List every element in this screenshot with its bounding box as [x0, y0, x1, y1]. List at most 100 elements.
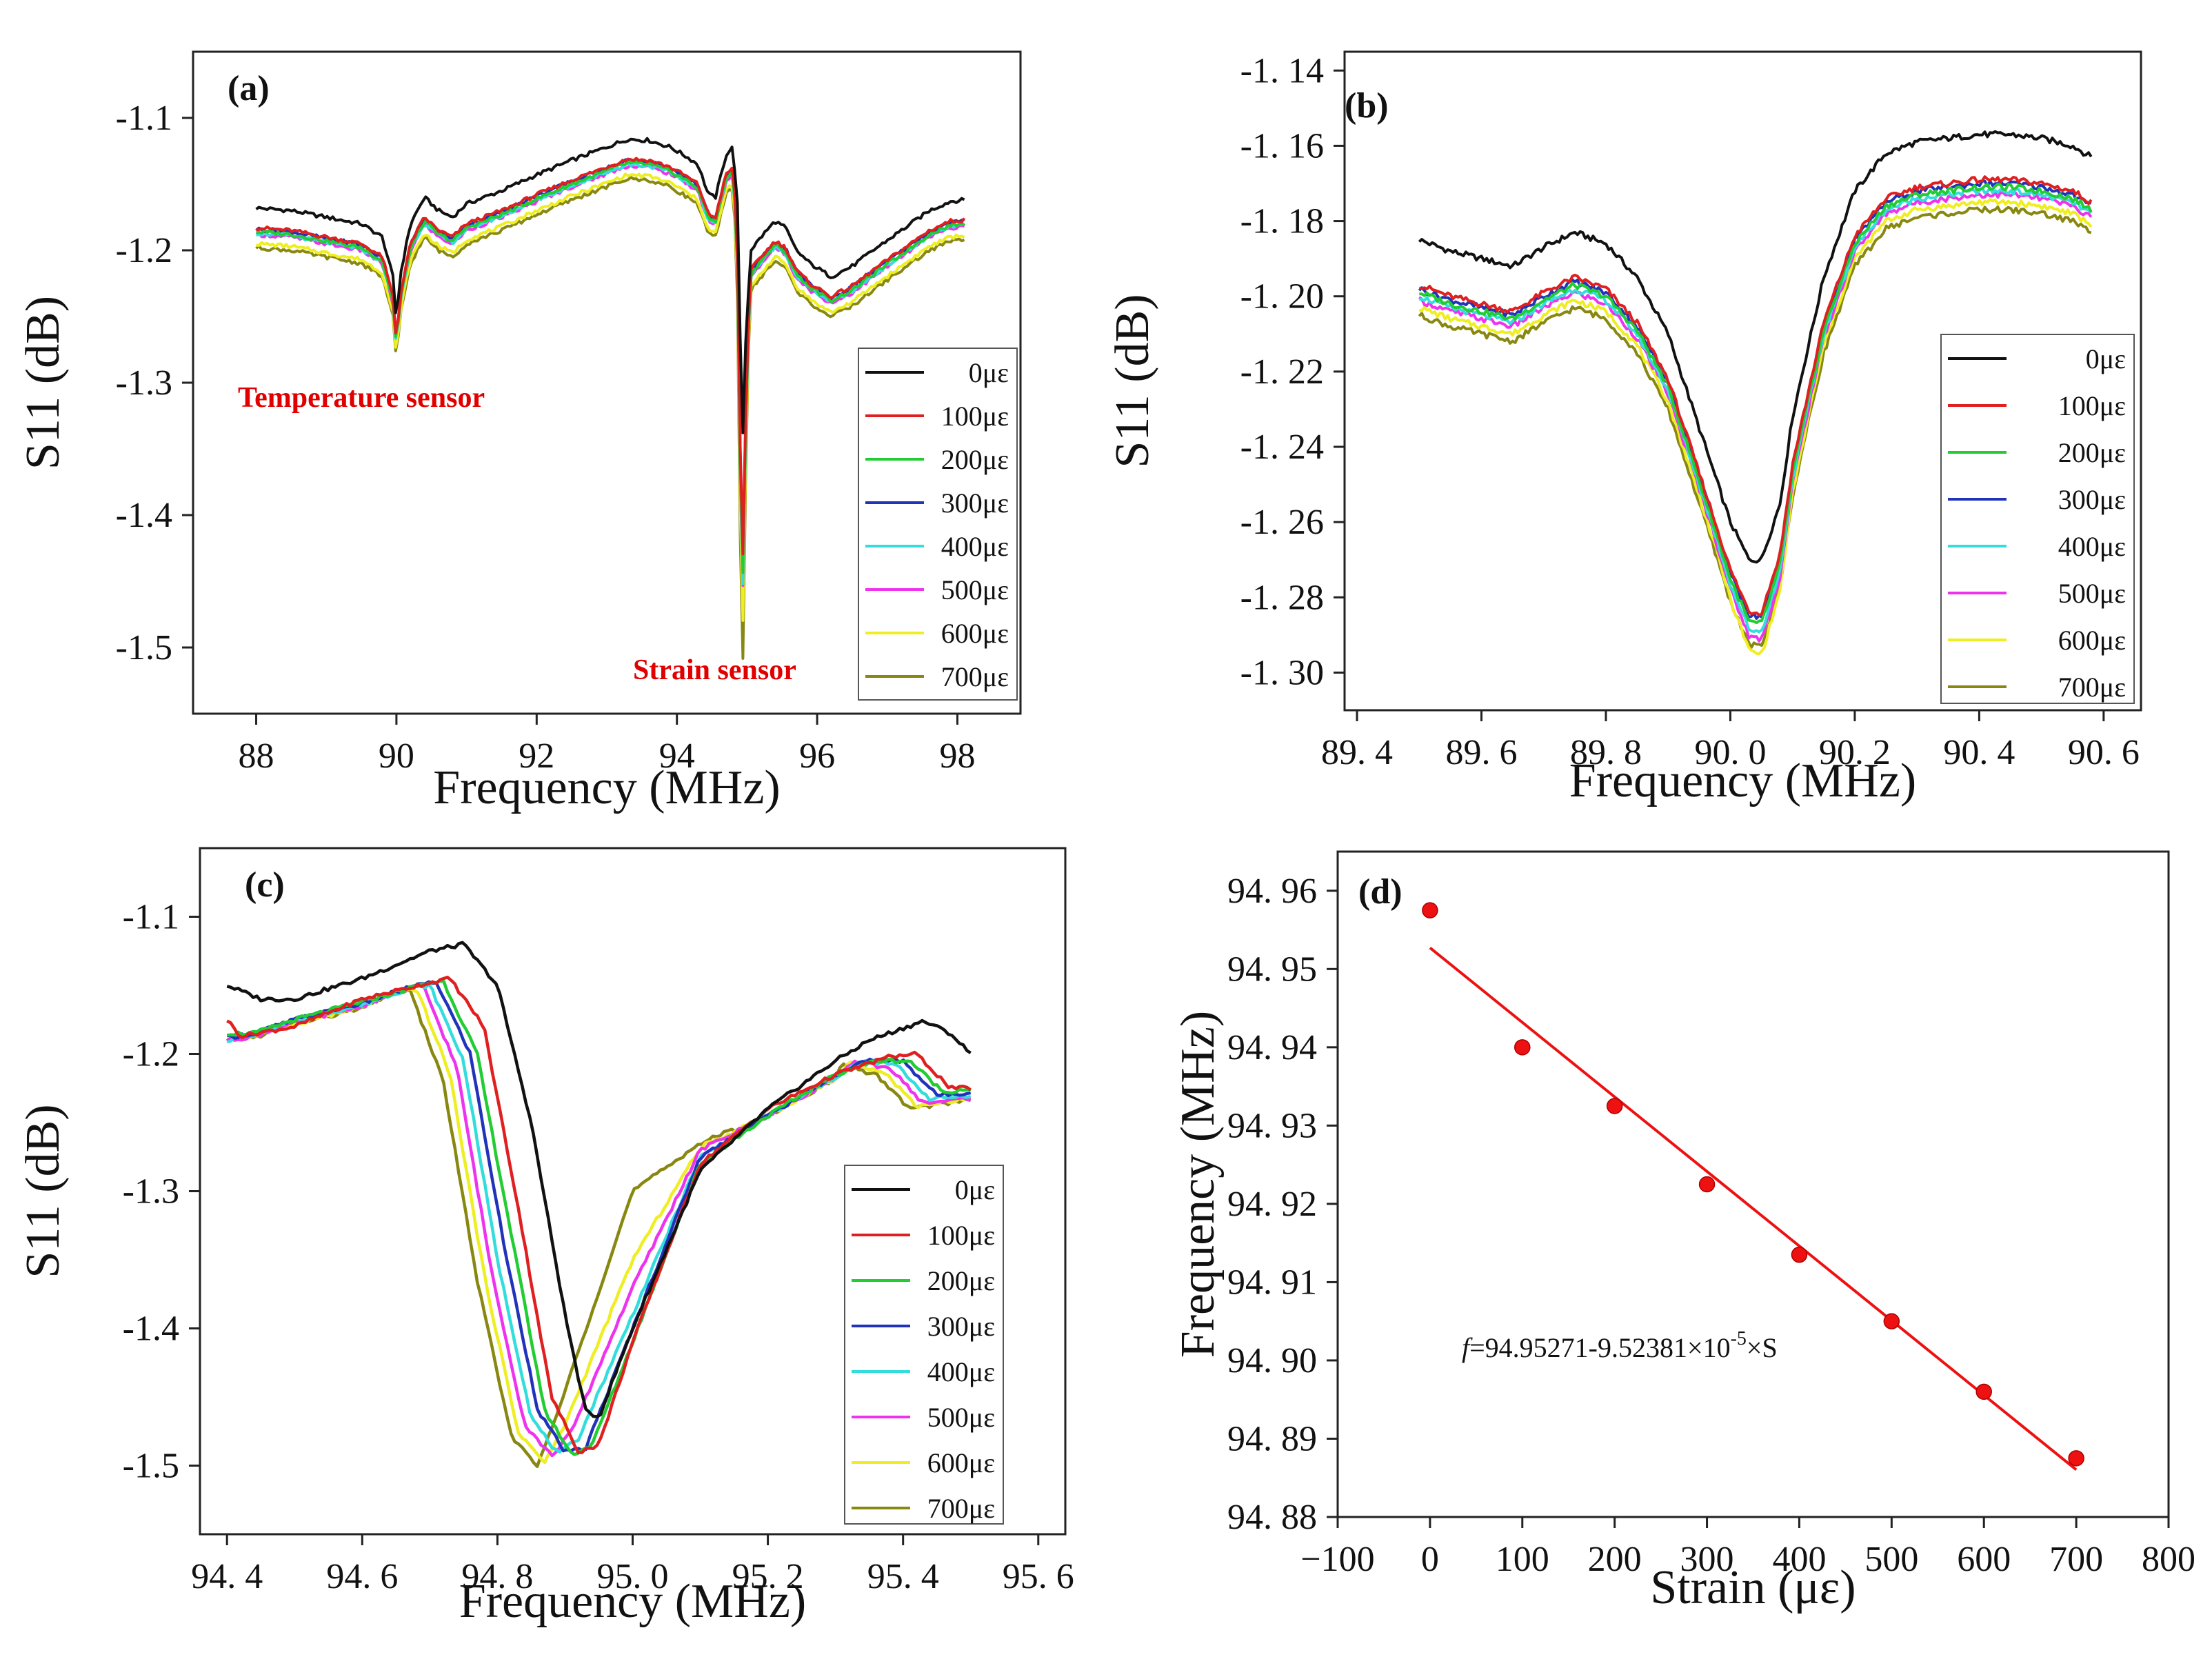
- y-tick-label: -1.2: [116, 231, 172, 270]
- data-point: [1422, 902, 1438, 918]
- x-tick-label: 98: [939, 736, 975, 776]
- data-point: [1698, 1176, 1716, 1193]
- series-line-1: [1418, 175, 2093, 616]
- y-tick-label: 94. 90: [1227, 1341, 1317, 1380]
- series-line-7: [1418, 205, 2092, 650]
- x-tick-label: 90. 2: [1819, 733, 1891, 772]
- data-point: [1514, 1039, 1531, 1056]
- x-tick-label: 400: [1772, 1540, 1826, 1579]
- legend-label: 300με: [2058, 484, 2126, 515]
- series-line-1: [226, 975, 972, 1454]
- x-tick-label: 89. 4: [1321, 733, 1393, 772]
- x-axis-title: Frequency (MHz): [433, 761, 780, 814]
- equation-exponent: -5: [1731, 1328, 1747, 1349]
- y-tick-label: -1.5: [123, 1447, 179, 1486]
- x-tick-label: 90. 0: [1694, 733, 1766, 772]
- legend-label: 100με: [2058, 390, 2126, 421]
- legend-label: 400με: [2058, 531, 2126, 562]
- x-axis-title: Frequency (MHz): [1569, 754, 1916, 807]
- x-tick-label: 100: [1496, 1540, 1549, 1579]
- panel-label: (b): [1345, 86, 1389, 125]
- x-tick-label: 800: [2142, 1540, 2195, 1579]
- plot-frame: [1343, 50, 2142, 712]
- panel-a: 88 90 92 94 96 98 -1.5 -1.4 -1.3 -1.2 -1.1 Frequenc…: [17, 50, 1022, 814]
- x-axis-title: Strain (με): [1650, 1561, 1856, 1614]
- legend-label: 700με: [941, 661, 1009, 692]
- panel-label: (a): [228, 69, 270, 108]
- x-tick-label: 94. 4: [191, 1557, 263, 1596]
- series-line-6: [256, 172, 965, 622]
- series-line-0: [255, 137, 965, 434]
- legend-label: 200με: [2058, 437, 2126, 468]
- x-tick-label: 89. 8: [1570, 733, 1642, 772]
- y-axis-title: S11 (dB): [1106, 294, 1159, 468]
- x-tick-label: 700: [2049, 1540, 2103, 1579]
- annotation-strain-sensor: Strain sensor: [633, 654, 796, 686]
- data-point: [1975, 1383, 1992, 1400]
- y-tick-label: -1. 16: [1240, 126, 1324, 165]
- series-line-3: [1418, 179, 2092, 620]
- x-tick-label: 89. 6: [1446, 733, 1518, 772]
- x-tick-label: −100: [1300, 1540, 1374, 1579]
- y-tick-label: 94. 93: [1227, 1106, 1317, 1145]
- legend-label: 0με: [969, 357, 1009, 388]
- y-tick-label: 94. 91: [1227, 1263, 1317, 1302]
- y-tick-label: -1. 24: [1240, 428, 1324, 467]
- data-point: [1883, 1313, 1900, 1329]
- y-tick-label: -1. 20: [1240, 277, 1324, 316]
- x-tick-label: 94. 8: [461, 1557, 533, 1596]
- legend-label: 700με: [2058, 672, 2126, 703]
- y-tick-label: 94. 95: [1227, 949, 1317, 989]
- x-tick-label: 92: [519, 736, 554, 776]
- x-tick-label: 500: [1864, 1540, 1918, 1579]
- y-tick-label: -1.5: [116, 628, 172, 667]
- y-tick-label: -1. 14: [1240, 51, 1324, 90]
- x-axis-title: Frequency (MHz): [459, 1575, 806, 1628]
- legend-label: 200με: [941, 444, 1009, 475]
- x-tick-label: 90. 6: [2068, 733, 2140, 772]
- y-tick-label: -1.1: [116, 99, 172, 138]
- x-tick-label: 95. 2: [732, 1557, 804, 1596]
- x-tick-label: 95. 6: [1003, 1557, 1074, 1596]
- y-tick-label: -1.3: [116, 363, 172, 403]
- plot-frame: [1336, 850, 2170, 1518]
- y-tick-label: 94. 92: [1227, 1185, 1317, 1224]
- series-line-1: [256, 157, 966, 556]
- y-tick-label: -1.4: [116, 496, 172, 535]
- y-tick-label: -1. 18: [1240, 202, 1324, 241]
- data-point: [2068, 1450, 2084, 1467]
- legend-label: 400με: [941, 531, 1009, 562]
- legend-label: 600με: [941, 618, 1009, 649]
- legend-label: 500με: [941, 574, 1009, 605]
- legend-label: 700με: [927, 1493, 995, 1524]
- y-tick-label: -1. 26: [1240, 503, 1324, 542]
- y-tick-label: -1. 28: [1240, 578, 1324, 617]
- panel-c: 94. 4 94. 6 94. 8 95. 0 95. 2 95. 4 95. 6 -1.5 -…: [17, 847, 1074, 1628]
- panel-d: −100 0 100 200 300 400 500 600 700 800 94. 88 94. 8…: [1172, 850, 2195, 1614]
- series-line-2: [1419, 183, 2093, 625]
- series-line-5: [1418, 191, 2093, 643]
- legend-label: 200με: [927, 1265, 995, 1296]
- fit-equation: f=94.95271-9.52381×10-5×S: [1462, 1328, 1778, 1363]
- panel-label: (c): [245, 865, 285, 905]
- annotation-temperature-sensor: Temperature sensor: [238, 382, 485, 414]
- x-tick-label: 95. 4: [867, 1557, 939, 1596]
- series-line-0: [1418, 130, 2093, 564]
- y-axis-title: Frequency (MHz): [1172, 1011, 1225, 1358]
- panel-b: 89. 4 89. 6 89. 8 90. 0 90. 2 90. 4 90. 6 -1. 3…: [1106, 50, 2142, 807]
- y-tick-label: -1. 30: [1240, 653, 1324, 692]
- x-tick-label: 96: [799, 736, 835, 776]
- legend-box: [1940, 334, 2135, 704]
- x-tick-label: 94: [659, 736, 695, 776]
- legend-label: 100με: [927, 1220, 995, 1251]
- legend-box: [858, 348, 1018, 701]
- y-tick-label: 94. 89: [1227, 1419, 1317, 1458]
- data-point: [1606, 1098, 1623, 1114]
- series-line-0: [226, 941, 972, 1418]
- x-tick-label: 0: [1421, 1540, 1439, 1579]
- legend-box: [844, 1165, 1004, 1525]
- legend-label: 600με: [2058, 625, 2126, 656]
- legend-label: 0με: [2086, 343, 2126, 374]
- x-tick-label: 94. 6: [326, 1557, 398, 1596]
